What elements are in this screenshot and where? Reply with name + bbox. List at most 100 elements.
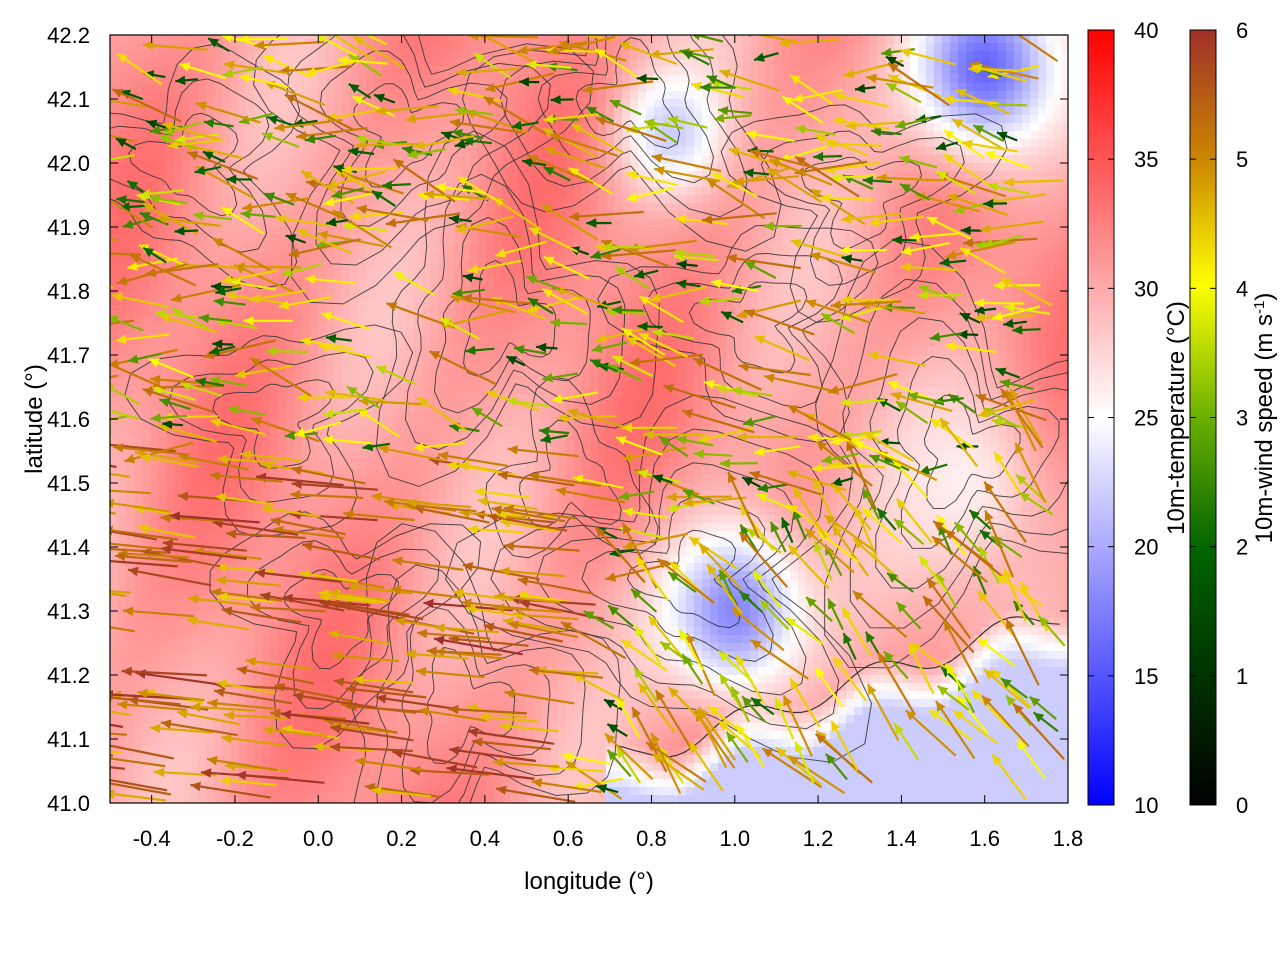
heatmap-cell xyxy=(438,467,447,476)
heatmap-cell xyxy=(238,539,247,548)
heatmap-cell xyxy=(190,171,199,180)
heatmap-cell xyxy=(190,715,199,724)
heatmap-cell xyxy=(478,523,487,532)
heatmap-cell xyxy=(518,275,527,284)
heatmap-cell xyxy=(206,91,215,100)
heatmap-cell xyxy=(350,243,359,252)
heatmap-cell xyxy=(430,539,439,548)
heatmap-cell xyxy=(110,283,119,292)
heatmap-cell xyxy=(222,195,231,204)
heatmap-cell xyxy=(478,723,487,732)
heatmap-cell xyxy=(302,155,311,164)
heatmap-cell xyxy=(326,755,335,764)
heatmap-cell xyxy=(326,315,335,324)
heatmap-cell xyxy=(470,115,479,124)
heatmap-cell xyxy=(270,579,279,588)
heatmap-cell xyxy=(142,75,151,84)
heatmap-cell xyxy=(246,331,255,340)
heatmap-cell xyxy=(438,91,447,100)
heatmap-cell xyxy=(342,243,351,252)
heatmap-cell xyxy=(134,507,143,516)
heatmap-cell xyxy=(206,659,215,668)
heatmap-cell xyxy=(150,587,159,596)
heatmap-cell xyxy=(134,555,143,564)
heatmap-cell xyxy=(190,107,199,116)
heatmap-cell xyxy=(174,395,183,404)
heatmap-cell xyxy=(182,219,191,228)
heatmap-cell xyxy=(350,163,359,172)
heatmap-cell xyxy=(382,419,391,428)
heatmap-cell xyxy=(270,555,279,564)
heatmap-cell xyxy=(422,723,431,732)
heatmap-cell xyxy=(262,355,271,364)
heatmap-cell xyxy=(150,163,159,172)
heatmap-cell xyxy=(118,507,127,516)
heatmap-cell xyxy=(478,563,487,572)
heatmap-cell xyxy=(430,91,439,100)
heatmap-cell xyxy=(494,435,503,444)
heatmap-cell xyxy=(398,467,407,476)
heatmap-cell xyxy=(238,579,247,588)
heatmap-cell xyxy=(126,787,135,796)
heatmap-cell xyxy=(230,483,239,492)
heatmap-cell xyxy=(190,763,199,772)
heatmap-cell xyxy=(254,67,263,76)
heatmap-cell xyxy=(502,587,511,596)
heatmap-cell xyxy=(382,379,391,388)
heatmap-cell xyxy=(366,739,375,748)
heatmap-cell xyxy=(302,563,311,572)
heatmap-cell xyxy=(342,531,351,540)
heatmap-cell xyxy=(374,563,383,572)
heatmap-cell xyxy=(446,683,455,692)
heatmap-cell xyxy=(366,131,375,140)
heatmap-cell xyxy=(374,483,383,492)
heatmap-cell xyxy=(254,491,263,500)
heatmap-cell xyxy=(142,499,151,508)
heatmap-cell xyxy=(254,99,263,108)
heatmap-cell xyxy=(158,619,167,628)
heatmap-cell xyxy=(134,195,143,204)
heatmap-cell xyxy=(198,83,207,92)
heatmap-cell xyxy=(446,251,455,260)
heatmap-cell xyxy=(230,243,239,252)
heatmap-cell xyxy=(206,787,215,796)
heatmap-cell xyxy=(270,379,279,388)
heatmap-cell xyxy=(150,283,159,292)
heatmap-cell xyxy=(462,515,471,524)
heatmap-cell xyxy=(430,643,439,652)
heatmap-cell xyxy=(358,91,367,100)
heatmap-cell xyxy=(278,467,287,476)
heatmap-cell xyxy=(278,531,287,540)
heatmap-cell xyxy=(294,99,303,108)
heatmap-cell xyxy=(230,427,239,436)
heatmap-cell xyxy=(350,155,359,164)
heatmap-cell xyxy=(318,707,327,716)
heatmap-cell xyxy=(342,427,351,436)
heatmap-cell xyxy=(198,283,207,292)
heatmap-cell xyxy=(334,59,343,68)
heatmap-cell xyxy=(326,555,335,564)
heatmap-cell xyxy=(478,355,487,364)
heatmap-cell xyxy=(142,363,151,372)
heatmap-cell xyxy=(182,619,191,628)
heatmap-cell xyxy=(286,747,295,756)
heatmap-cell xyxy=(478,379,487,388)
heatmap-cell xyxy=(470,483,479,492)
heatmap-cell xyxy=(270,171,279,180)
heatmap-cell xyxy=(182,699,191,708)
heatmap-cell xyxy=(254,187,263,196)
heatmap-cell xyxy=(462,51,471,60)
heatmap-cell xyxy=(302,795,311,803)
heatmap-cell xyxy=(230,323,239,332)
heatmap-cell xyxy=(510,419,519,428)
heatmap-cell xyxy=(414,747,423,756)
heatmap-cell xyxy=(454,411,463,420)
heatmap-cell xyxy=(118,651,127,660)
heatmap-cell xyxy=(366,371,375,380)
heatmap-cell xyxy=(334,235,343,244)
heatmap-cell xyxy=(438,59,447,68)
heatmap-cell xyxy=(238,363,247,372)
heatmap-cell xyxy=(398,675,407,684)
heatmap-cell xyxy=(326,499,335,508)
heatmap-cell xyxy=(510,83,519,92)
